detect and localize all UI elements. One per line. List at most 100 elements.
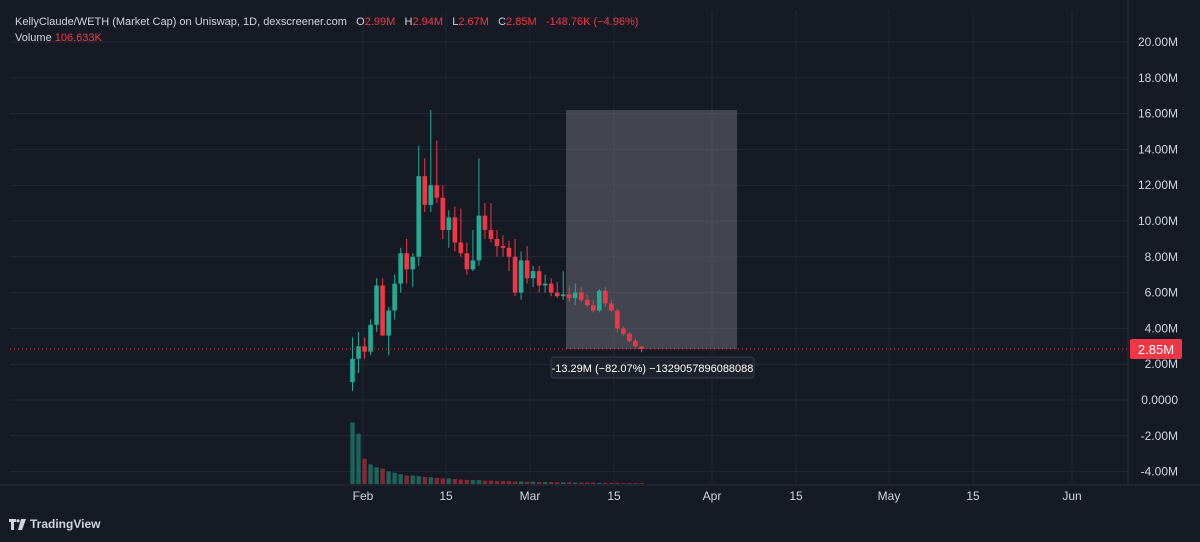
x-tick-label: Jun [1062,489,1081,503]
candle-body [615,310,620,329]
candle-body [621,328,626,334]
brand-name: TradingView [30,517,101,531]
candle-body [470,260,476,270]
candle-body [584,299,590,306]
candle-body [350,358,355,383]
candle-body [548,283,554,293]
volume-bar [404,475,409,484]
volume-bar [452,478,458,484]
volume-bar [386,471,391,484]
volume-value: 106.633K [54,32,102,44]
y-tick-label: 14.00M [1138,142,1178,156]
candle-body [506,247,512,257]
y-tick-label: 6.00M [1145,286,1178,300]
candle-body [446,217,452,230]
volume-bar [368,464,373,484]
change-value: -148.76K (−4.96%) [545,16,639,28]
candle-body [609,303,614,311]
volume-bar [470,480,476,484]
y-tick-label: -4.00M [1141,465,1178,479]
x-tick-label: 15 [439,489,453,503]
candle-body [542,283,548,286]
candle-body [452,217,458,243]
candle-body [410,256,415,270]
x-tick-label: Feb [353,489,374,503]
close-label: C [498,16,507,28]
x-tick-label: 15 [789,489,803,503]
volume-bar [633,483,638,484]
volume-bar [356,433,361,484]
volume-bar [518,481,524,484]
candle-body [578,292,584,300]
y-tick-label: 8.00M [1145,250,1178,264]
measure-tooltip-text: -13.29M (−82.07%) −1329057896088088 [552,363,754,375]
high-value: 2.94M [412,16,444,28]
candle-body [398,253,403,284]
y-tick-label: 12.00M [1138,178,1178,192]
candle-body [434,185,440,198]
open-label: O [356,16,365,28]
tradingview-logo[interactable]: TradingView [9,517,100,531]
candle-body [554,292,560,297]
low-label: L [452,16,459,28]
candle-body [386,310,391,336]
volume-bar [554,482,560,484]
volume-bar [542,482,548,484]
volume-bar [536,482,542,484]
candle-body [524,260,530,279]
x-tick-label: May [878,489,901,503]
candle-body [591,305,596,311]
volume-bar [440,478,445,484]
x-tick-label: Mar [520,489,541,503]
candle-body [422,176,428,205]
volume-bar [506,481,512,484]
candle-body [392,283,397,311]
candle-body [476,215,482,261]
volume-bar [428,477,433,484]
volume-bar [494,481,500,484]
current-price-label: 2.85M [1138,342,1174,357]
volume-bar [603,482,608,484]
candle-body [566,294,572,298]
candle-body [482,215,488,230]
volume-bar [398,474,403,484]
close-value: 2.85M [506,16,537,28]
chart-legend: KellyClaude/WETH (Market Cap) on Uniswap… [15,14,638,46]
current-price-tag [1130,338,1182,359]
volume-bar [591,482,596,484]
candle-body [362,346,367,352]
candle-body [440,197,446,230]
volume-bar [482,480,488,484]
candle-body [633,340,638,347]
volume-bar [548,482,554,484]
y-tick-label: 18.00M [1138,71,1178,85]
candle-body [464,253,470,270]
candle-body [560,294,566,297]
candle-body [627,333,632,341]
volume-bar [639,483,644,484]
volume-bar [512,481,518,484]
volume-bar [621,483,626,484]
volume-bar [422,477,427,484]
y-tick-label: 4.00M [1145,321,1178,335]
volume-bar [573,482,578,484]
pair-title: KellyClaude/WETH (Market Cap) on Uniswap… [15,16,347,28]
volume-bar [585,482,590,484]
y-tick-label: -2.00M [1141,429,1178,443]
volume-bar [567,482,572,484]
high-label: H [404,16,413,28]
legend-row-ohlc: KellyClaude/WETH (Market Cap) on Uniswap… [15,14,638,30]
candle-body [597,290,602,311]
volume-bar [579,482,584,484]
candle-body [603,290,608,304]
volume-bar [458,479,464,484]
volume-bar [434,477,439,484]
volume-label: Volume [15,32,52,44]
measure-tooltip [550,356,755,379]
volume-bar [362,458,367,484]
volume-bar [476,480,482,484]
y-tick-label: 2.00M [1145,357,1178,371]
volume-bar [350,422,355,484]
